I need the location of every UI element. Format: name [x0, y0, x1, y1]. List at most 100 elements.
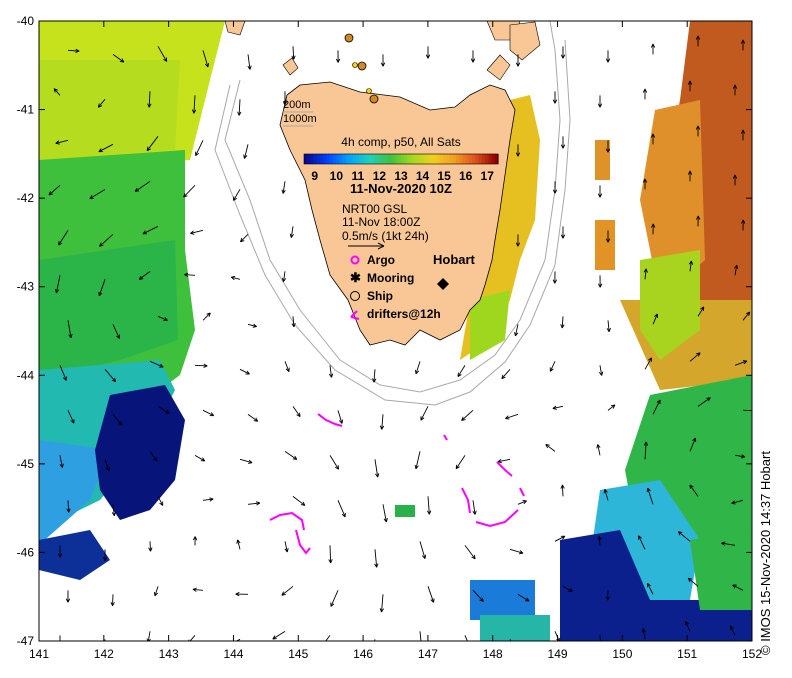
current-vector-head — [374, 563, 379, 568]
island-northeast — [509, 21, 541, 61]
current-vector — [381, 414, 384, 430]
plot-area — [39, 21, 757, 650]
ship-marker — [369, 94, 379, 104]
current-vector — [193, 95, 196, 114]
colorbar-segment — [478, 154, 483, 164]
current-vector — [67, 49, 80, 52]
current-vector-head — [236, 539, 241, 544]
colorbar-tick-label: 10 — [330, 169, 344, 183]
current-vector — [599, 365, 603, 376]
ship-marker — [357, 61, 367, 71]
colorbar-segment — [388, 154, 392, 164]
current-vector-head — [732, 174, 738, 179]
current-vector — [192, 588, 204, 591]
colorbar-ticks: 9 10 11 12 13 14 15 16 17 — [311, 169, 494, 183]
current-vector — [685, 621, 691, 632]
current-vector — [501, 369, 511, 379]
current-vector-head — [687, 80, 693, 85]
current-vector-head — [552, 189, 558, 194]
current-vector — [644, 441, 647, 460]
current-vector-head — [281, 277, 287, 282]
current-vector-head — [281, 591, 286, 596]
current-vector-head — [338, 419, 344, 424]
current-vector-head — [646, 487, 651, 493]
colorbar-segment — [465, 154, 470, 164]
contour-label-200: 200m — [283, 99, 311, 111]
current-vector — [146, 136, 159, 151]
current-vector-head — [677, 531, 683, 536]
current-vector-head — [247, 65, 252, 70]
current-vector-head — [200, 457, 206, 462]
current-vector — [284, 361, 290, 372]
current-vector-head — [184, 272, 189, 277]
current-vector — [729, 625, 736, 636]
current-vector-head — [647, 583, 651, 588]
colorbar-segment — [455, 154, 460, 164]
currents-source: NRT00 GSL — [342, 202, 407, 216]
current-vector-head — [379, 608, 384, 613]
sst-date: 11-Nov-2020 10Z — [350, 181, 452, 196]
x-tick-label: 147 — [418, 647, 438, 661]
current-vector-head — [597, 193, 603, 198]
current-vector — [337, 410, 343, 424]
drifter-track — [475, 509, 519, 528]
current-vector-head — [341, 512, 346, 518]
current-vector-head — [235, 591, 240, 597]
current-vector-head — [514, 331, 519, 337]
current-vector — [157, 496, 164, 506]
current-vector-head — [753, 409, 757, 412]
current-vector — [598, 536, 601, 546]
current-vector-head — [291, 55, 296, 60]
current-vector — [149, 541, 151, 552]
current-vector-head — [57, 553, 63, 558]
colorbar-segment — [352, 154, 357, 164]
current-vector-head — [597, 103, 603, 108]
x-tick-label: 146 — [353, 647, 373, 661]
current-vector-head — [105, 466, 110, 472]
colorbar-segment — [381, 154, 386, 164]
current-vector-head — [237, 111, 242, 116]
current-vector-head — [379, 425, 385, 430]
colorbar-segment — [462, 154, 467, 164]
current-vector — [142, 225, 159, 235]
x-tick-label: 150 — [612, 647, 632, 661]
colorbar-segment — [320, 154, 324, 164]
colorbar-segment — [384, 154, 389, 164]
current-vector-head — [696, 352, 701, 357]
current-vector — [329, 455, 339, 470]
current-vector-head — [605, 148, 611, 153]
current-vector — [157, 405, 170, 414]
current-vector-head — [190, 230, 195, 235]
current-vector-head — [425, 54, 431, 59]
current-vector-head — [740, 39, 746, 44]
current-vector — [561, 484, 564, 497]
colorbar-segment — [304, 154, 308, 164]
mooring-icon: ✱ — [350, 270, 361, 285]
current-vector — [549, 361, 556, 372]
colorbar-segment — [342, 154, 347, 164]
current-vector-head — [512, 646, 515, 650]
current-vector — [240, 234, 249, 243]
current-vector — [247, 502, 260, 505]
current-vector — [283, 271, 286, 282]
current-vector — [104, 459, 110, 472]
current-vector — [55, 275, 61, 294]
current-vector — [472, 590, 484, 602]
y-tick-label: -41 — [17, 103, 35, 117]
current-vector-head — [732, 584, 737, 589]
current-vector-head — [62, 376, 67, 381]
current-vector-head — [119, 58, 125, 63]
colorbar-tick-label: 12 — [373, 169, 387, 183]
y-tick-label: -43 — [17, 280, 35, 294]
y-tick-label: -47 — [17, 634, 35, 648]
current-vector-head — [461, 416, 466, 421]
ship-icon — [350, 291, 360, 301]
current-vector — [464, 635, 468, 641]
colorbar-segment — [485, 154, 489, 164]
current-vector — [689, 437, 696, 452]
current-vector — [689, 260, 692, 272]
current-vector — [678, 531, 691, 542]
current-vector-head — [457, 372, 462, 377]
current-vector — [734, 360, 748, 366]
colorbar-segment — [494, 154, 499, 164]
